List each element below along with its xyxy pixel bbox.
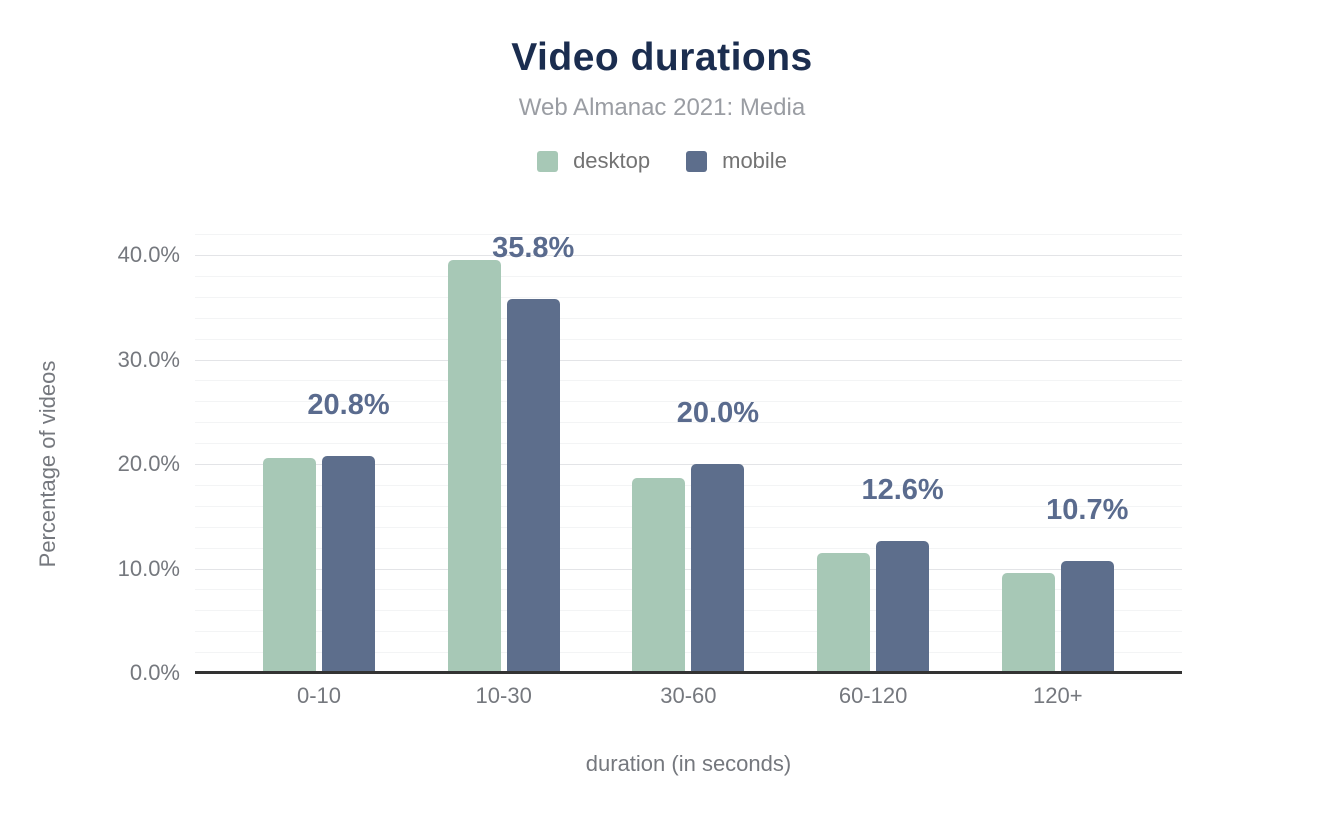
legend: desktop mobile [0, 148, 1324, 174]
legend-item-mobile: mobile [686, 148, 787, 174]
minor-gridline [195, 443, 1182, 445]
y-tick-label: 0.0% [129, 660, 180, 685]
x-axis-title: duration (in seconds) [585, 751, 792, 776]
data-label-30-60: 20.0% [676, 397, 759, 429]
minor-gridline [195, 234, 1182, 236]
minor-gridline [195, 275, 1182, 277]
minor-gridline [195, 422, 1182, 424]
desktop-swatch-icon [537, 150, 559, 172]
data-label-0-10: 20.8% [307, 389, 390, 421]
major-gridline [195, 568, 1182, 570]
bar-mobile-10-30 [506, 299, 560, 673]
y-tick-label: 10.0% [117, 555, 180, 581]
minor-gridline [195, 380, 1182, 382]
major-gridline [195, 359, 1182, 361]
minor-gridline [195, 296, 1182, 298]
minor-gridline [195, 631, 1182, 633]
data-label-120+: 10.7% [1046, 494, 1129, 526]
legend-item-desktop: desktop [537, 148, 650, 174]
chart-title: Video durations [511, 36, 813, 79]
minor-gridline [195, 652, 1182, 654]
mobile-swatch-icon [686, 150, 708, 172]
bar-mobile-30-60 [691, 464, 745, 673]
bar-desktop-60-120 [817, 553, 871, 673]
minor-gridline [195, 484, 1182, 486]
minor-gridline [195, 589, 1182, 591]
x-tick-label-60-120: 60-120 [838, 683, 908, 708]
major-gridline [195, 464, 1182, 465]
y-tick-label: 40.0% [117, 242, 180, 267]
minor-gridline [195, 505, 1182, 507]
minor-gridline [195, 317, 1182, 319]
y-tick-label: 30.0% [117, 346, 180, 372]
chart-subtitle: Web Almanac 2021: Media [518, 94, 806, 121]
bar-desktop-0-10 [263, 458, 316, 673]
bar-desktop-120+ [1001, 573, 1055, 673]
x-tick-label-10-30: 10-30 [475, 683, 532, 708]
minor-gridline [195, 338, 1182, 340]
x-tick-label-120+: 120+ [1033, 683, 1083, 708]
x-tick-label-30-60: 30-60 [660, 683, 717, 708]
legend-label-mobile: mobile [722, 148, 787, 173]
minor-gridline [195, 610, 1182, 612]
data-label-60-120: 12.6% [861, 474, 944, 506]
bar-desktop-10-30 [447, 260, 501, 673]
minor-gridline [195, 547, 1182, 549]
bar-mobile-0-10 [322, 456, 375, 673]
x-tick-label-0-10: 0-10 [296, 683, 342, 708]
data-label-10-30: 35.8% [492, 232, 575, 264]
bar-mobile-120+ [1060, 561, 1114, 673]
bar-mobile-60-120 [876, 541, 930, 673]
bar-desktop-30-60 [632, 478, 686, 673]
minor-gridline [195, 526, 1182, 528]
major-gridline [195, 255, 1182, 256]
minor-gridline [195, 401, 1182, 403]
y-tick-label: 20.0% [117, 451, 180, 476]
legend-label-desktop: desktop [573, 148, 651, 173]
x-axis-line [195, 671, 1182, 674]
